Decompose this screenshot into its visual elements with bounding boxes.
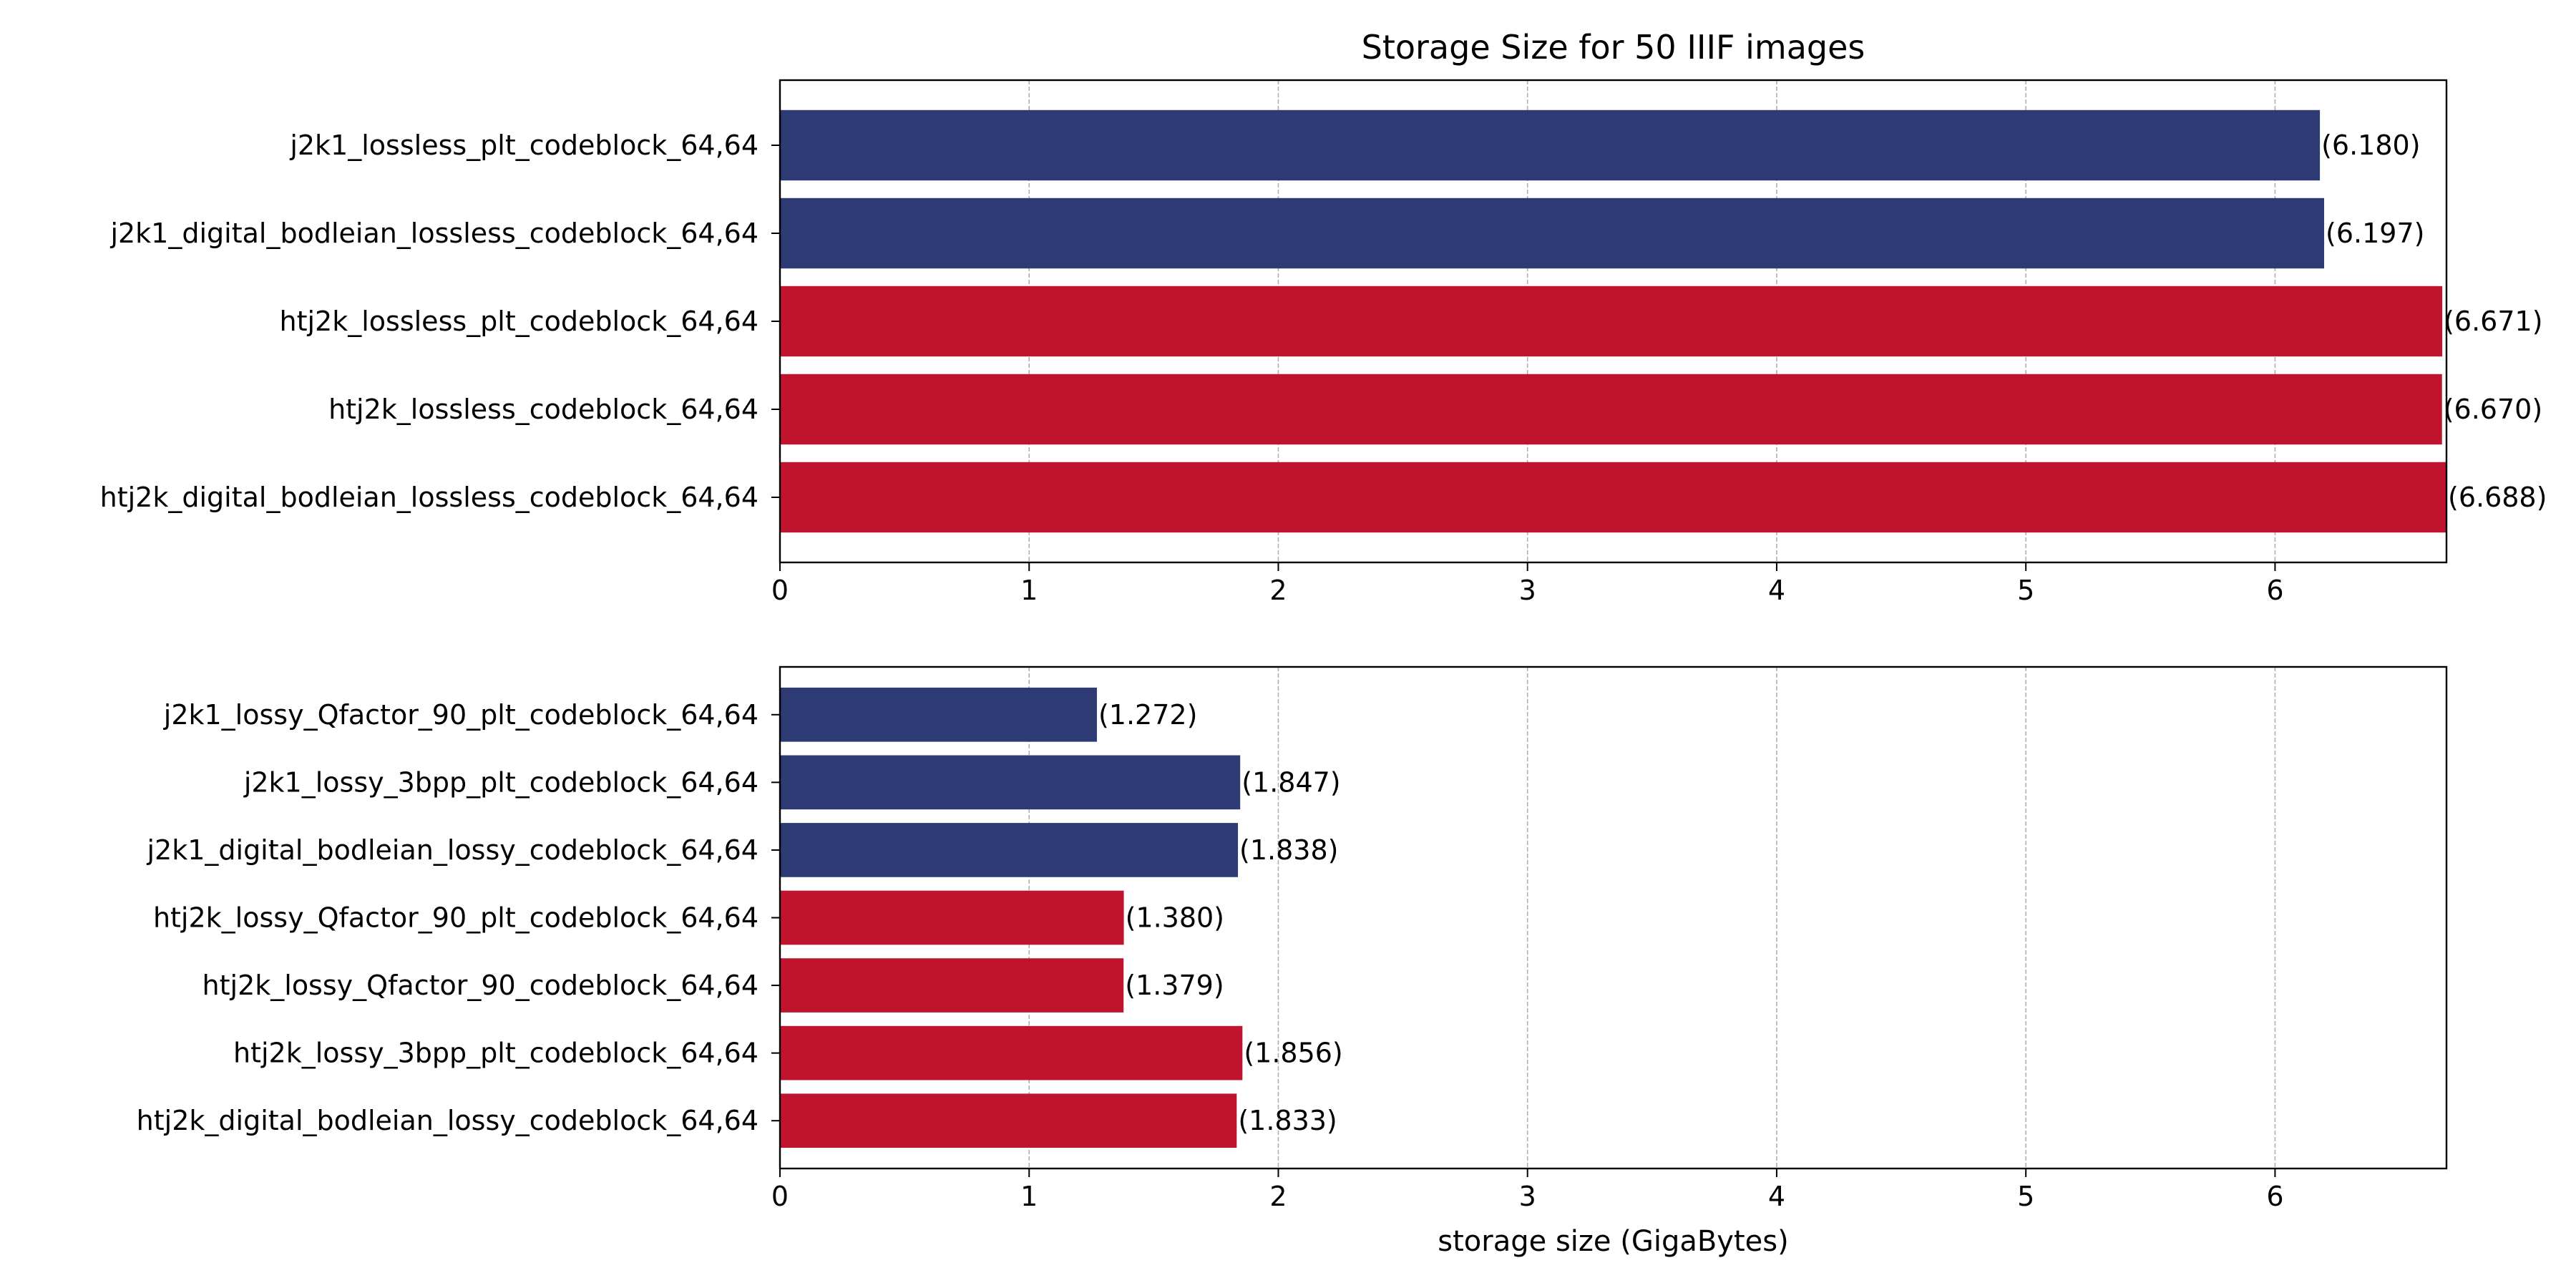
x-axis-label: storage size (GigaBytes): [1438, 1225, 1788, 1258]
category-label: j2k1_digital_bodleian_lossy_codeblock_64…: [146, 834, 758, 866]
bar-value-label: (6.180): [2321, 130, 2420, 161]
bar-value-label: (1.838): [1239, 834, 1338, 866]
chart-panel-1: (6.180) j2k1_lossless_plt_codeblock_64,64…: [100, 28, 2547, 606]
bar-value-label: (6.670): [2444, 394, 2542, 425]
x-tick-label: 1: [1020, 575, 1038, 606]
category-label: j2k1_lossless_plt_codeblock_64,64: [289, 130, 758, 161]
x-tick-label: 1: [1020, 1181, 1038, 1212]
bar-value-label: (1.380): [1126, 902, 1224, 934]
x-tick-label: 3: [1519, 575, 1536, 606]
bar: [780, 823, 1239, 877]
x-tick-label: 0: [771, 1181, 789, 1212]
bar: [780, 1025, 1243, 1080]
x-tick-label: 2: [1269, 575, 1287, 606]
bar-value-label: (1.379): [1125, 970, 1224, 1001]
bar: [780, 462, 2446, 533]
category-label: htj2k_lossless_codeblock_64,64: [328, 394, 758, 425]
bar-value-label: (1.272): [1098, 699, 1197, 731]
bar-value-label: (1.833): [1238, 1105, 1337, 1136]
bar: [780, 197, 2325, 269]
category-label: htj2k_digital_bodleian_lossless_codebloc…: [100, 482, 758, 513]
bar: [780, 109, 2321, 181]
bar: [780, 755, 1241, 810]
category-label: j2k1_lossy_Qfactor_90_plt_codeblock_64,6…: [163, 699, 758, 731]
bar: [780, 890, 1124, 945]
bar: [780, 687, 1097, 742]
bar-value-label: (1.847): [1241, 766, 1340, 798]
x-tick-label: 4: [1768, 1181, 1785, 1212]
x-tick-label: 2: [1269, 1181, 1287, 1212]
bar: [780, 1093, 1237, 1148]
category-label: htj2k_lossy_3bpp_plt_codeblock_64,64: [233, 1038, 758, 1069]
category-label: htj2k_digital_bodleian_lossy_codeblock_6…: [137, 1105, 758, 1136]
x-tick-label: 5: [2017, 575, 2034, 606]
category-label: htj2k_lossy_Qfactor_90_plt_codeblock_64,…: [153, 902, 758, 934]
x-tick-label: 0: [771, 575, 789, 606]
chart-title: Storage Size for 50 IIIF images: [1362, 28, 1865, 67]
category-label: htj2k_lossy_Qfactor_90_codeblock_64,64: [203, 970, 758, 1001]
bar: [780, 286, 2443, 357]
bar: [780, 958, 1124, 1013]
x-tick-label: 6: [2266, 575, 2283, 606]
x-tick-label: 5: [2017, 1181, 2034, 1212]
bar-value-label: (6.671): [2444, 306, 2542, 337]
bar-value-label: (6.688): [2448, 482, 2547, 513]
category-label: htj2k_lossless_plt_codeblock_64,64: [280, 306, 759, 337]
bar-value-label: (6.197): [2326, 218, 2424, 249]
x-tick-label: 3: [1519, 1181, 1536, 1212]
category-label: j2k1_digital_bodleian_lossless_codeblock…: [109, 218, 758, 249]
chart-panel-2: (1.272) j2k1_lossy_Qfactor_90_plt_codeblo…: [137, 665, 2448, 1258]
bar-value-label: (1.856): [1244, 1038, 1342, 1069]
bar: [780, 374, 2442, 445]
x-tick-label: 4: [1768, 575, 1785, 606]
category-label: j2k1_lossy_3bpp_plt_codeblock_64,64: [243, 766, 758, 798]
x-tick-label: 6: [2266, 1181, 2283, 1212]
